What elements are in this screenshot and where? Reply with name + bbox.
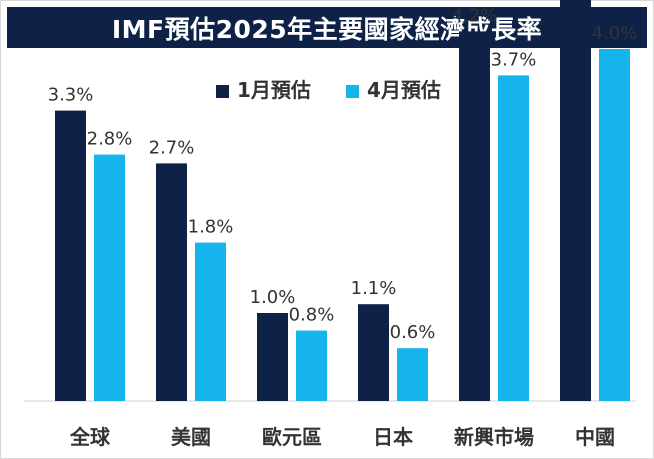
value-label-1-2: 2.7% bbox=[149, 137, 195, 158]
legend-label-1: 1月預估 bbox=[237, 78, 311, 102]
value-label-1-5: 4.2% bbox=[452, 5, 498, 26]
legend-swatch-2 bbox=[346, 85, 359, 98]
category-label-2: 美國 bbox=[171, 425, 211, 449]
value-label-2-2: 1.8% bbox=[188, 217, 234, 238]
value-label-2-4: 0.6% bbox=[390, 322, 436, 343]
value-label-1-4: 1.1% bbox=[351, 278, 397, 299]
bar-2-5 bbox=[498, 75, 529, 402]
category-label-3: 歐元區 bbox=[262, 425, 322, 449]
bar-1-5 bbox=[459, 31, 490, 402]
value-label-1-1: 3.3% bbox=[48, 85, 94, 106]
bar-1-6 bbox=[560, 0, 591, 401]
bar-2-6 bbox=[599, 49, 630, 401]
value-label-1-3: 1.0% bbox=[250, 287, 296, 308]
category-label-5: 新興市場 bbox=[454, 425, 534, 449]
bar-1-3 bbox=[257, 313, 288, 401]
bar-2-3 bbox=[296, 330, 327, 401]
legend-swatch-1 bbox=[216, 85, 229, 98]
bar-2-1 bbox=[94, 154, 125, 401]
bar-1-2 bbox=[156, 163, 187, 401]
bar-2-2 bbox=[195, 242, 226, 401]
category-label-1: 全球 bbox=[69, 425, 111, 449]
value-label-2-3: 0.8% bbox=[289, 305, 335, 326]
category-label-6: 中國 bbox=[575, 425, 615, 449]
bar-1-1 bbox=[55, 110, 86, 401]
value-label-2-5: 3.7% bbox=[491, 49, 537, 70]
category-label-4: 日本 bbox=[373, 425, 413, 449]
bar-2-4 bbox=[397, 348, 428, 401]
legend-label-2: 4月預估 bbox=[367, 78, 441, 102]
value-label-2-1: 2.8% bbox=[87, 129, 133, 150]
bar-1-4 bbox=[358, 304, 389, 401]
value-label-2-6: 4.0% bbox=[592, 23, 638, 44]
chart-title: IMF預估2025年主要國家經濟成長率 bbox=[7, 7, 647, 48]
